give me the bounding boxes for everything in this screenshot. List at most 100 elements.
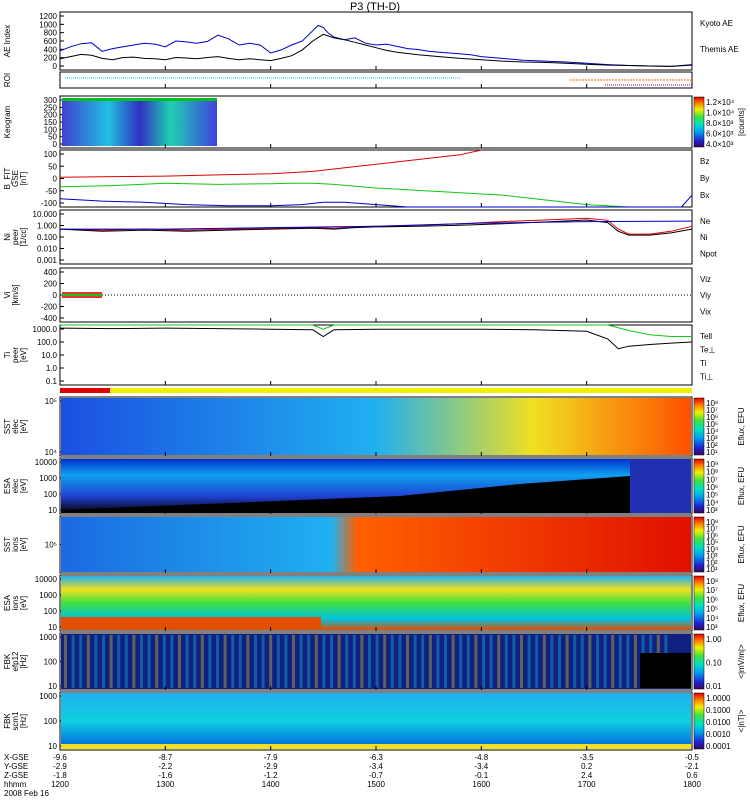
fbk-stripe [428,635,432,688]
footer-value: 1800 [683,780,701,789]
spectrogram-image [61,517,691,572]
colorbar-tick-label: 1.00 [706,635,722,644]
fbk-stripe [375,635,379,688]
fbk-stripe [550,635,554,688]
footer-value: 2.4 [581,771,593,780]
fbk-stripe [231,635,235,688]
footer-value: -8.7 [158,753,172,762]
y-tick-label: 10⁵ [45,541,57,550]
colorbar-title: Eflux, EFU [737,407,746,445]
legend-entry: Viy [700,291,711,300]
colorbar-tick-label: 10⁴ [706,614,719,623]
y-tick-label: 10 [48,623,57,632]
legend-entry: Viz [700,275,711,284]
panel-frame [59,149,693,208]
y-axis-label: Keogram [3,105,12,138]
y-tick-label: 1000 [39,20,57,29]
colorbar-tick-label: 0.0001 [706,742,731,751]
spectrogram-image [61,693,691,749]
fbk-stripe [170,635,174,688]
legend-entry: Vix [700,307,711,316]
fbk-stripe [413,635,417,688]
fbk-stripe [238,635,242,688]
y-tick-label: 0.100 [37,233,58,242]
footer-value: -4.8 [474,753,488,762]
y-tick-label: 100 [44,607,58,616]
y-axis-label: ESA [3,594,12,611]
colorbar-title: Eflux, EFU [737,584,746,622]
y-tick-label: 10 [48,682,57,691]
colorbar [693,458,705,514]
fbk-stripe [406,635,409,688]
colorbar-tick-label: 1.0×10⁴ [706,109,735,118]
y-tick-label: 1000 [39,692,57,701]
legend-entry: Bz [700,157,709,166]
y-axis-label: elec [11,419,20,434]
fbk-stripe [102,635,105,688]
panel-bfit: B_FIT GSE [nT] 100 50 0 -50 -100 Bz By Bx [3,149,709,208]
y-tick-label: 1000 [39,474,57,483]
y-tick-label: 50 [48,133,57,142]
footer-value: -2.1 [685,762,699,771]
colorbar-tick-label: 10⁴ [706,498,719,507]
y-tick-label: 10.000 [33,210,58,219]
fbk-stripe [390,635,394,688]
y-axis-label: [Hz] [19,654,28,668]
panel-sst_i: SST ions [eV] 10⁵10⁸10⁷10⁶10⁵10⁴10³10²10¹Ef… [3,515,746,574]
y-tick-label: 10⁵ [45,397,57,406]
legend-entry: Kyoto AE [700,19,733,28]
y-tick-label: 150 [44,118,58,127]
plot-title: P3 (TH-D) [350,1,400,13]
series-bx-line [59,194,693,208]
colorbar-tick-label: 10⁸ [706,399,718,408]
fbk-stripe [535,635,539,688]
fbk-stripe [352,635,356,688]
y-tick-label: 400 [44,268,58,277]
footer-row-label: hhmm [4,780,27,789]
footer-value: -3.5 [580,753,594,762]
fbk-stripe [292,635,295,688]
colorbar-tick-label: 10³ [706,623,718,632]
viy-trace [62,294,102,296]
colorbar-tick-label: 10³ [706,434,718,443]
fbk-stripe [155,635,159,688]
footer-value: 0.2 [581,762,593,771]
y-tick-label: 200 [44,280,58,289]
series-ti-line [60,324,692,337]
y-axis-label: SST [3,419,12,435]
fbk-stripe [276,635,280,688]
fbk-stripe [520,635,523,688]
y-axis-label: Vi [3,291,12,298]
y-axis-label: ions [11,537,20,552]
colorbar-tick-label: 6.0×10³ [706,130,734,139]
footer-value: -1.6 [158,771,172,780]
y-tick-label: 10 [48,506,57,515]
y-tick-label: 400 [44,45,58,54]
fbk-stripe [573,635,577,688]
colorbar-tick-label: 10³ [706,506,718,515]
y-axis-label: FBK [3,713,12,729]
y-axis-label: [eV] [19,537,28,551]
fbk-stripe [71,635,75,688]
y-tick-label: 100 [44,717,58,726]
y-tick-label: 0 [53,175,58,184]
fbk-stripe [489,635,493,688]
footer-value: -2.2 [158,762,172,771]
footer-value: -0.7 [369,771,383,780]
y-tick-label: 100.0 [37,338,58,347]
fbk-stripe [140,635,143,688]
colorbar-tick-label: 10⁶ [706,413,718,422]
fbk-stripe [459,635,463,688]
y-tick-label: 10000 [35,575,58,584]
fbk-stripe [216,635,219,688]
fbk-stripe [527,635,531,688]
fbk-stripe [368,635,371,688]
series-ni-line [59,219,693,236]
fbk-stripe [178,635,181,688]
y-tick-label: 10⁴ [45,448,58,457]
legend-entry: Ti [700,359,707,368]
fbk-stripe [269,635,273,688]
y-tick-label: 1.000 [37,222,58,231]
fbk-stripe [86,635,90,688]
footer-value: -0.5 [685,753,699,762]
